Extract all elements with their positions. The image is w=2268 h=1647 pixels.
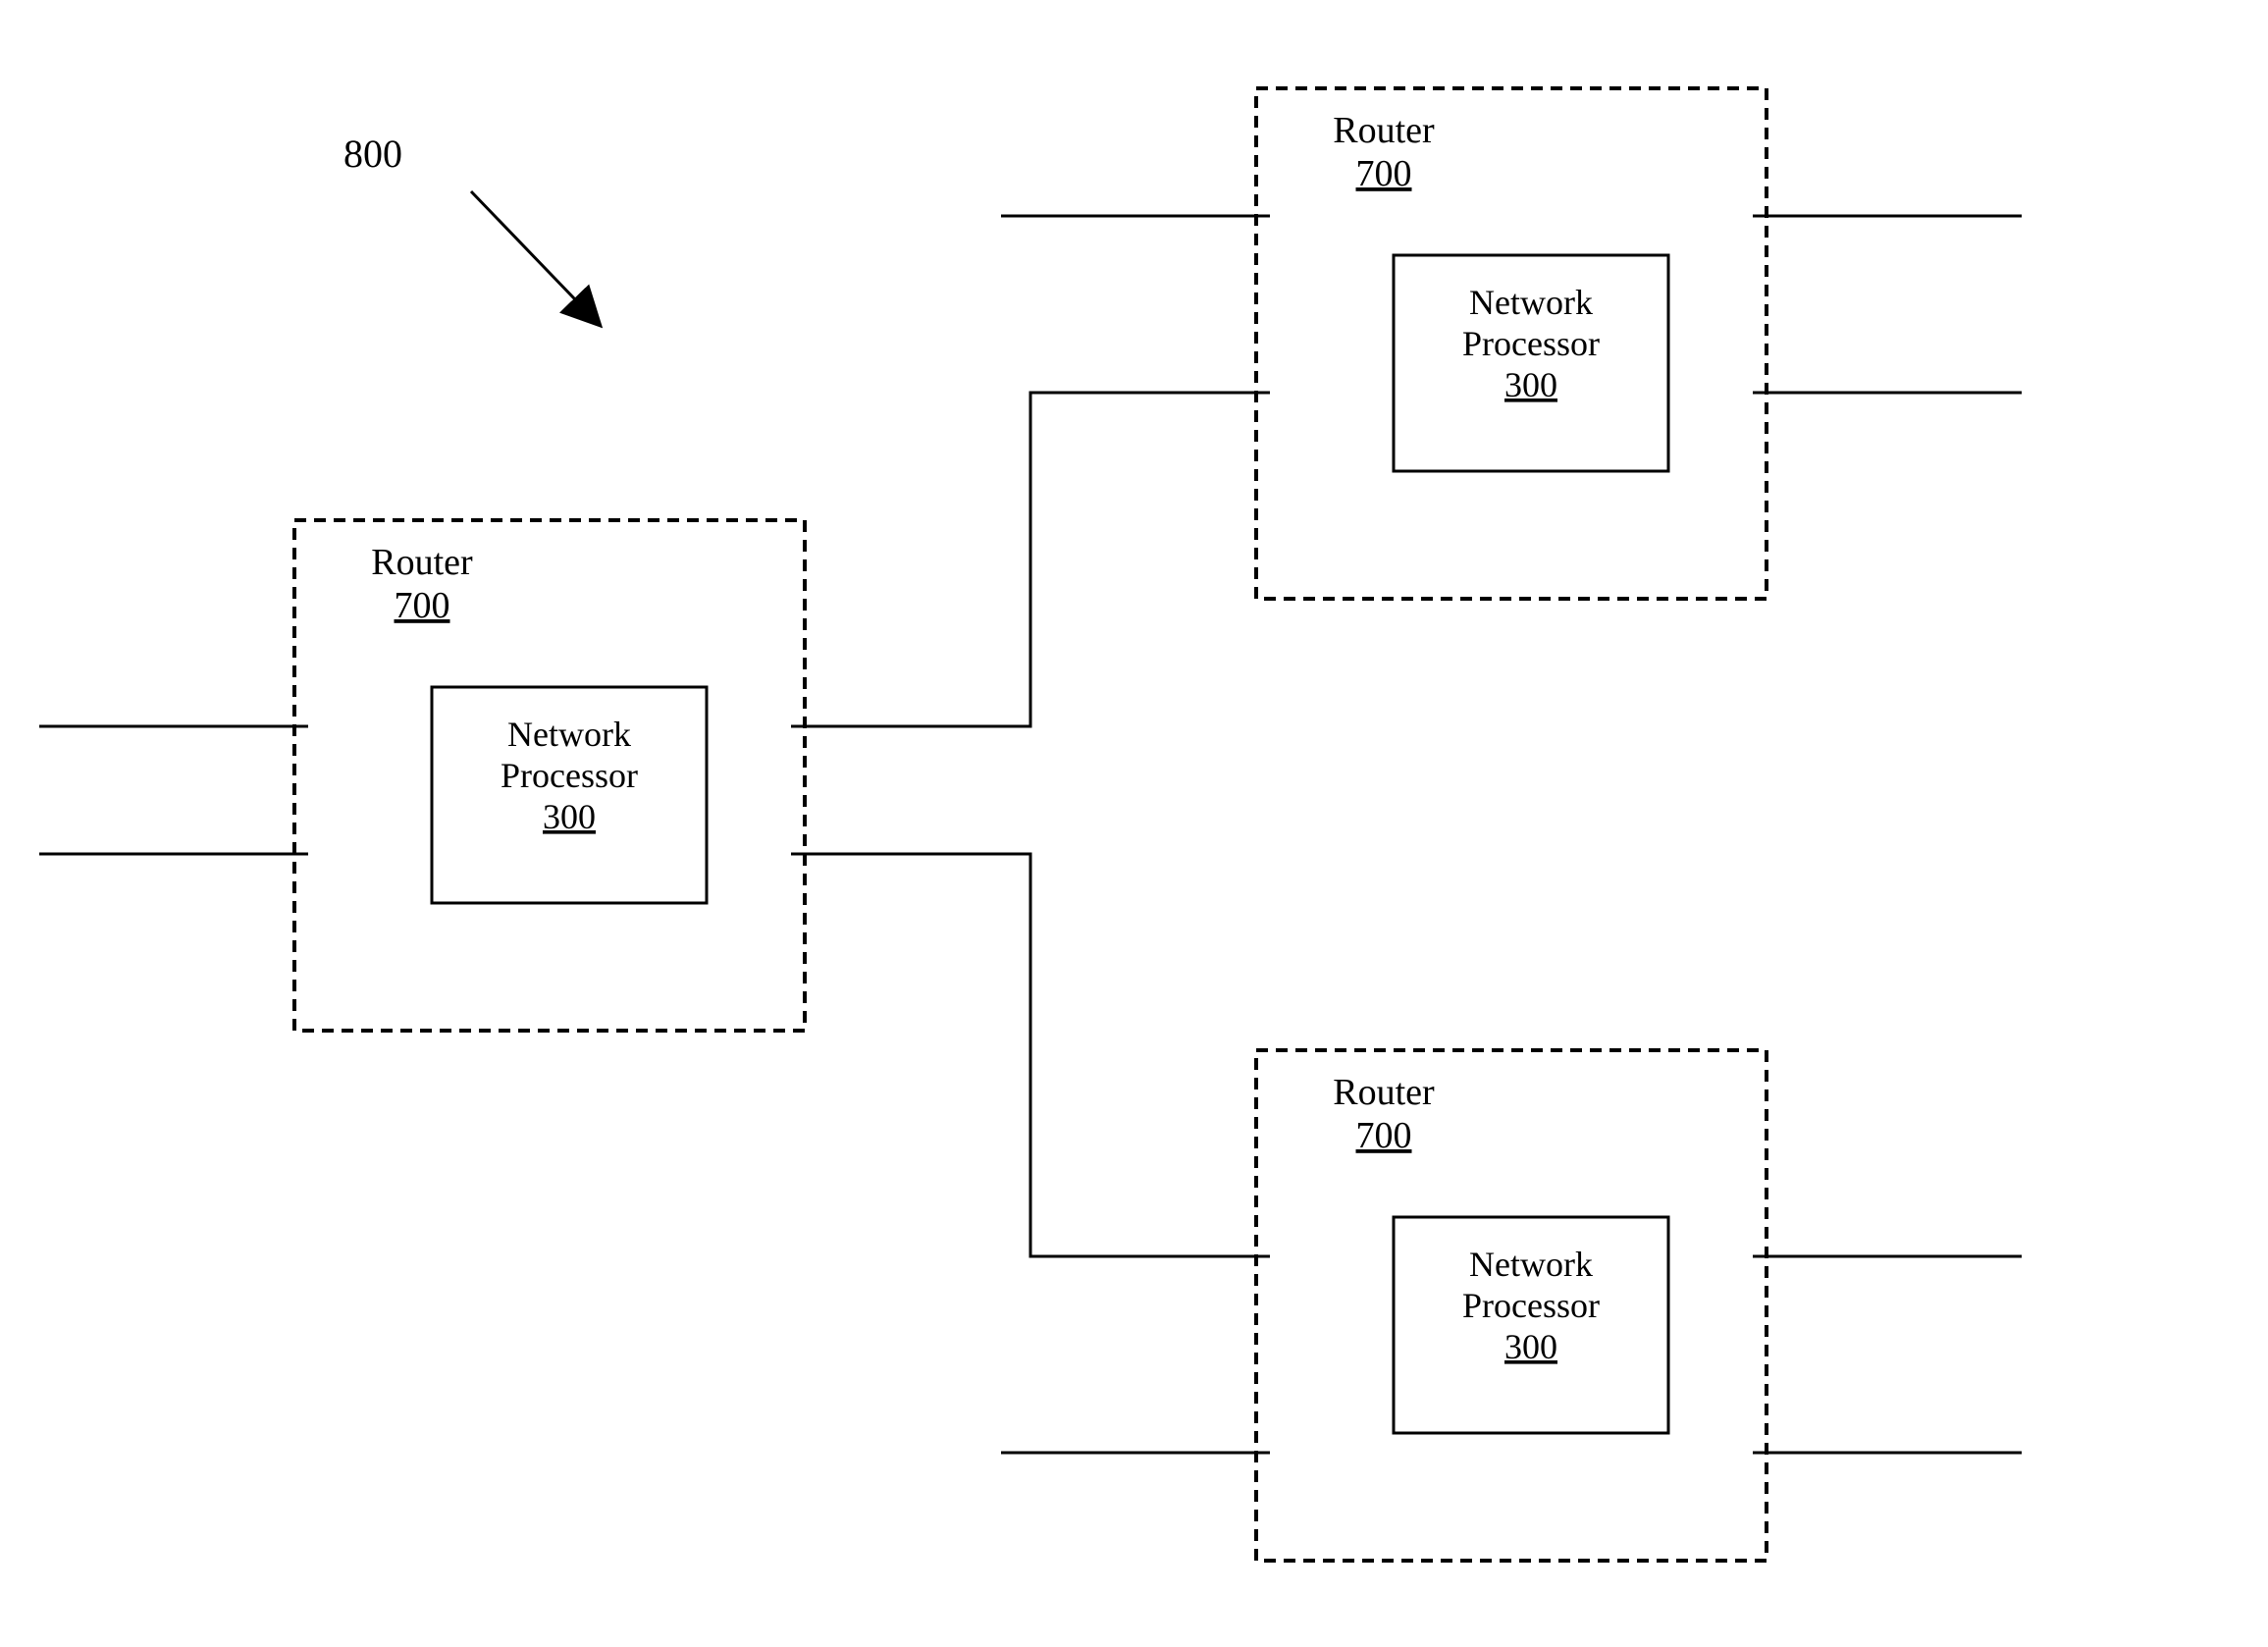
- edge-left-to-top: [805, 393, 1256, 726]
- network-processor-label: Processor: [501, 756, 638, 795]
- figure-reference-arrow: [471, 191, 599, 324]
- edge-left-to-bottom: [805, 854, 1256, 1256]
- router-left: Router700 NetworkProcessor300: [39, 520, 807, 1031]
- router-bottom-right: Router700 NetworkProcessor300: [1001, 1050, 2022, 1561]
- network-processor-ref: 300: [1504, 365, 1557, 404]
- router-ref-number: 700: [1356, 153, 1412, 194]
- router-title: Router: [371, 542, 473, 583]
- network-processor-ref: 300: [1504, 1327, 1557, 1366]
- network-processor-label: Network: [1469, 283, 1593, 322]
- router-top-right: Router700 NetworkProcessor300: [1001, 88, 2022, 599]
- router-title: Router: [1333, 110, 1435, 151]
- router-title: Router: [1333, 1072, 1435, 1113]
- router-ref-number: 700: [1356, 1115, 1412, 1156]
- network-processor-label: Processor: [1462, 1286, 1600, 1325]
- network-processor-ref: 300: [543, 797, 596, 836]
- network-processor-label: Network: [507, 715, 631, 754]
- network-processor-label: Processor: [1462, 324, 1600, 363]
- router-ref-number: 700: [395, 585, 450, 626]
- figure-reference-label: 800: [343, 132, 402, 176]
- network-processor-label: Network: [1469, 1245, 1593, 1284]
